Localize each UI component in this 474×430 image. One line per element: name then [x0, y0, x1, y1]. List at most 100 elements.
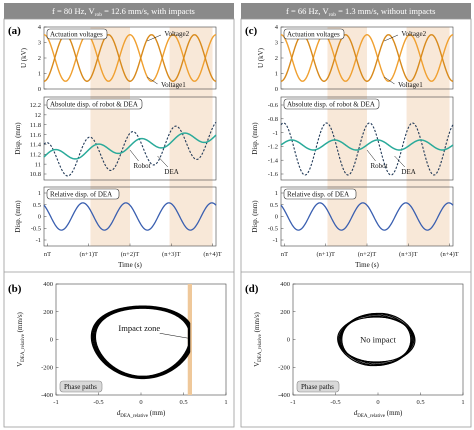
rel-box [283, 188, 357, 200]
dea-pointer [394, 155, 406, 168]
disp-axes [43, 96, 217, 181]
rel-ytick-label: -1 [36, 237, 41, 244]
disp-ytick-label: -0.6 [268, 102, 279, 109]
phase-path-loop [90, 305, 191, 380]
panel-label-(a): (a) [8, 25, 21, 37]
title-bar-right [241, 3, 471, 19]
voltage2-line [280, 34, 454, 82]
disp-box-label: Absolute disp. of robot & DEA [50, 101, 138, 109]
phase-ylabel: VDEA_relative (mm/s) [253, 311, 263, 366]
time-tick-label: (n+2)T [358, 251, 376, 258]
relative-disp-line [43, 202, 217, 231]
rel-ytick-label: -0.5 [268, 225, 278, 232]
rel-ytick-label: 0.5 [270, 202, 278, 209]
phase-ylabel-sub: DEA_relative [21, 333, 26, 362]
phase-ytick-label: 0 [50, 337, 53, 344]
time-tick-label: (n+4)T [203, 251, 221, 258]
disp-ytick-label: 11.2 [30, 151, 41, 158]
voltage1-label: Voltage1 [398, 81, 423, 89]
phase-xlabel: dDEA_relative (mm) [117, 409, 166, 419]
phase-box-label: Phase paths [64, 383, 97, 391]
disp-ytick-label: 12.2 [30, 102, 41, 109]
right-column: (c) 4 3 2 1 0 U (kV) Actuation voltages Voltage2… [241, 24, 471, 419]
robot-line [43, 132, 217, 160]
robot-label: Robot [133, 162, 150, 170]
robot-pointer [366, 149, 376, 162]
dea-label: DEA [401, 168, 415, 176]
voltage2-line [43, 34, 217, 82]
phase-xlabel-unit: (mm) [148, 409, 166, 417]
phase-xlabel-sub: DEA_relative [357, 414, 386, 419]
phase-ytick-label: -400 [278, 392, 290, 399]
panel-label-(c): (c) [245, 25, 258, 37]
phase-xlabel-sub: DEA_relative [120, 414, 149, 419]
time-tick-label: (n+3)T [162, 251, 180, 258]
phase-box [296, 380, 340, 393]
phase-ytick-label: 400 [280, 281, 290, 288]
voltage-box-label: Actuation voltages [287, 31, 340, 39]
phase-ytick-label: -400 [41, 392, 53, 399]
phase-xtick-label: 0.5 [416, 399, 424, 406]
title-left: f = 80 Hz, Vrob = 12.6 mm/s, with impact… [52, 6, 195, 18]
impact-zone-pointer [159, 332, 188, 339]
dea-label: DEA [164, 168, 178, 176]
phase-ytick-label: -200 [278, 364, 290, 371]
phase-xtick-label: 1 [461, 399, 464, 406]
voltage2-pointer [384, 34, 399, 42]
phase-box-label: Phase paths [301, 383, 334, 391]
disp-ytick-label: 11.6 [30, 132, 42, 139]
time-shade-band [90, 27, 130, 246]
time-tick-label: nT [281, 251, 288, 258]
phase-ytick-label: -200 [41, 364, 53, 371]
panel-label-(d): (d) [245, 283, 259, 295]
phase-path-loop [93, 307, 190, 378]
voltage-ytick-label: 2 [275, 55, 278, 62]
voltage-ytick-label: 0 [38, 86, 41, 93]
voltage-ytick-label: 3 [38, 40, 41, 47]
disp-ylabel: Disp. (mm) [251, 122, 259, 155]
voltage-box [283, 28, 345, 40]
dea-line [280, 122, 454, 176]
disp-box [283, 98, 380, 110]
voltage-ytick-label: 3 [275, 40, 278, 47]
voltage1-line [43, 34, 217, 82]
disp-ytick-label: -0.8 [268, 116, 278, 123]
phase-ytick-label: 200 [280, 309, 290, 316]
phase-xtick-label: -0.5 [93, 399, 103, 406]
phase-ylabel-main: V [16, 362, 24, 367]
phase-path-loop [337, 312, 416, 367]
time-tick-label: (n+2)T [121, 251, 139, 258]
phase-ytick-label: 400 [43, 281, 53, 288]
title-bar-left [4, 3, 234, 19]
voltage-ytick-label: 4 [38, 24, 42, 31]
title-right: f = 66 Hz, Vrob = 1.3 mm/s, without impa… [286, 6, 435, 18]
phase-xtick-label: 0 [139, 399, 142, 406]
rel-ytick-label: 1 [38, 190, 41, 197]
phase-ylabel-unit: (mm/s) [16, 311, 24, 334]
phase-xtick-label: 1 [224, 399, 227, 406]
frame-right [240, 18, 472, 428]
phase-ylabel-sub: DEA_relative [258, 333, 263, 362]
voltage-box-label: Actuation voltages [50, 31, 103, 39]
phase-xtick-label: -1 [290, 399, 295, 406]
dea-pointer [157, 155, 169, 168]
phase-ylabel: VDEA_relative (mm/s) [16, 311, 26, 366]
phase-path-loop [91, 306, 190, 379]
disp-ytick-label: 10.8 [30, 171, 41, 178]
time-tick-label: (n+1)T [79, 251, 97, 258]
time-xlabel: Time (s) [118, 261, 142, 269]
phase-xtick-label: 0 [376, 399, 379, 406]
disp-ytick-label: 12 [35, 112, 42, 119]
voltage-ytick-label: 1 [38, 71, 41, 78]
disp-ytick-label: -1.4 [268, 157, 279, 164]
time-tick-label: nT [44, 251, 51, 258]
voltage1-pointer [384, 76, 395, 85]
voltage2-label: Voltage2 [401, 30, 426, 38]
voltage1-label: Voltage1 [161, 81, 186, 89]
frame-left [3, 18, 235, 428]
robot-line [280, 139, 454, 151]
rel-ytick-label: 1 [275, 190, 278, 197]
rel-ytick-label: 0 [38, 214, 41, 221]
voltage-ylabel: U (kV) [257, 47, 265, 68]
